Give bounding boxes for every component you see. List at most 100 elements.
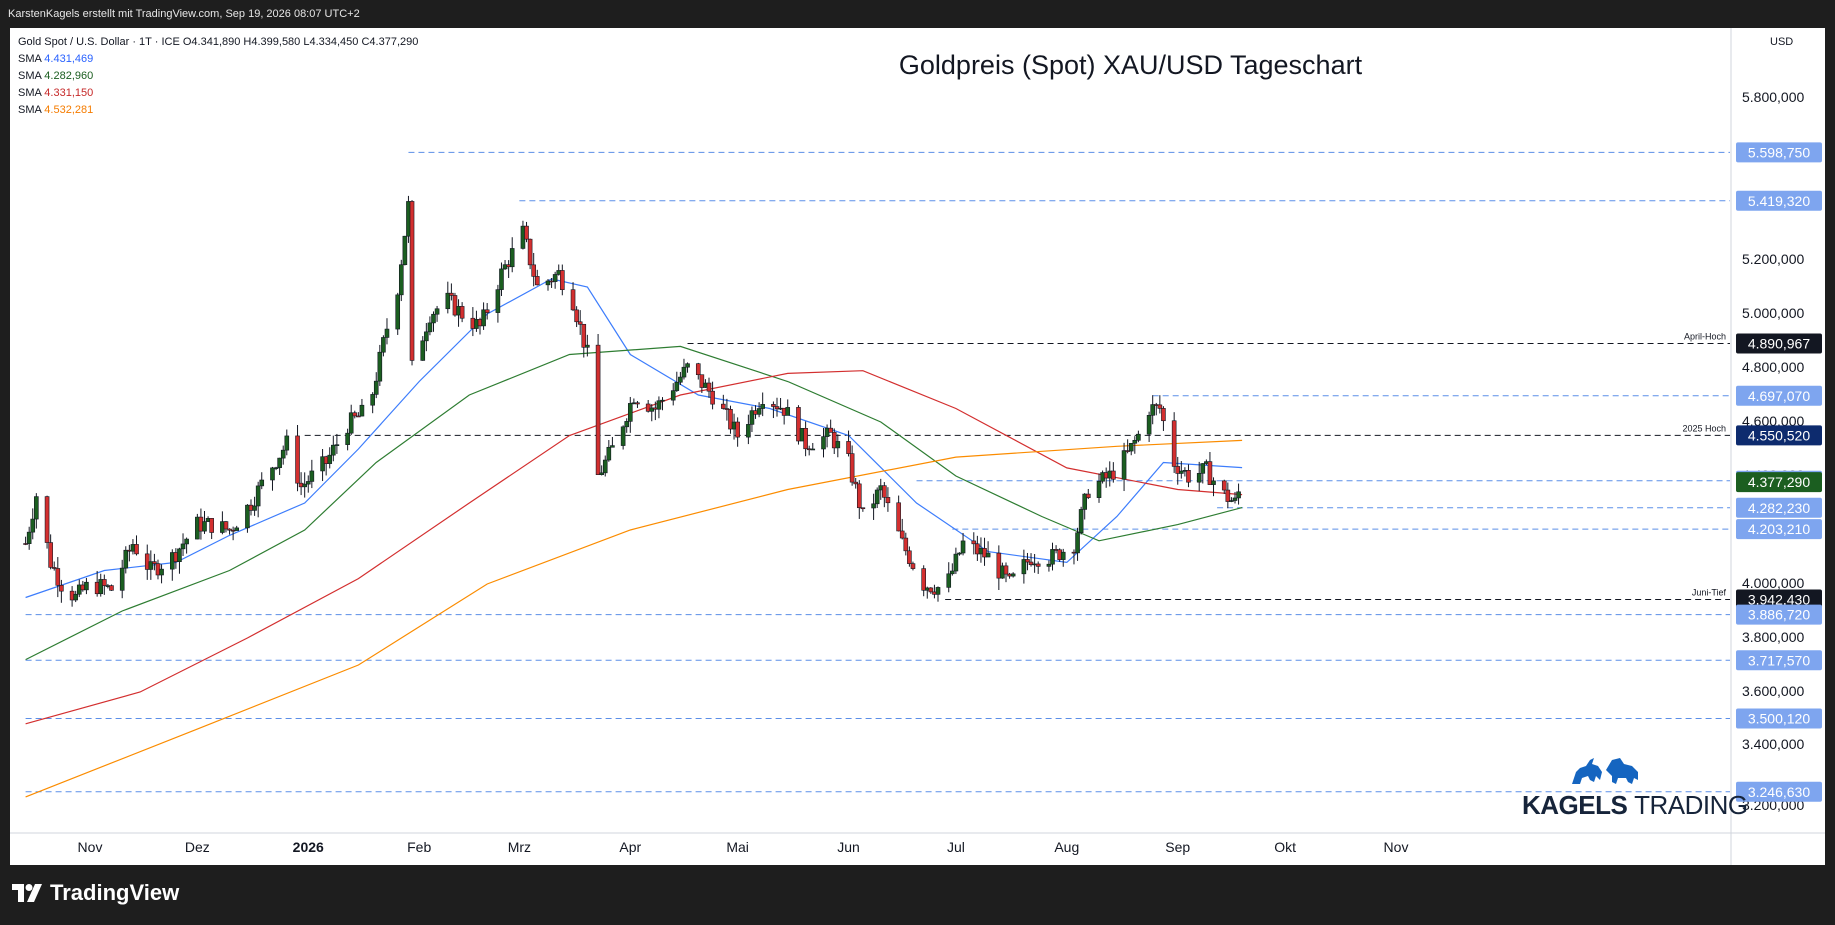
legend-symbol-row: Gold Spot / U.S. Dollar · 1T · ICE O4.34… xyxy=(18,34,418,51)
candle-body xyxy=(327,454,333,464)
y-tick-label: 5.800,000 xyxy=(1742,89,1804,105)
candle-body xyxy=(871,503,876,509)
tradingview-logo-text: TradingView xyxy=(50,880,180,905)
candle-body xyxy=(907,550,912,564)
candle-body xyxy=(649,407,655,412)
candle-body xyxy=(1175,466,1181,474)
candle-body xyxy=(581,323,587,348)
candle-body xyxy=(624,421,630,428)
candle-body xyxy=(874,489,880,505)
candle-body xyxy=(209,518,214,533)
candle-body xyxy=(1179,470,1184,474)
chart-frame[interactable] xyxy=(10,28,1825,865)
candle-body xyxy=(309,470,315,482)
candle-body xyxy=(695,363,701,376)
candle-body xyxy=(1085,493,1091,498)
candle-body xyxy=(1211,480,1216,485)
candle-body xyxy=(445,292,451,310)
candle-body xyxy=(660,399,665,402)
level-price-label-bg xyxy=(1736,781,1822,802)
brand-wordmark: KAGELS TRADING xyxy=(1522,790,1748,821)
candle-body xyxy=(509,248,515,268)
candle-body xyxy=(481,309,486,327)
candle-body xyxy=(1075,532,1080,554)
candle-body xyxy=(273,467,279,469)
candle-body xyxy=(1046,563,1052,567)
candle-body xyxy=(950,570,955,575)
candle-body xyxy=(699,374,705,388)
brand-word-bold: KAGELS xyxy=(1522,790,1628,820)
level-price-label-bg xyxy=(1736,708,1822,729)
candle-body xyxy=(1150,404,1155,416)
candle-body xyxy=(381,337,386,353)
sma-legend-row[interactable]: SMA 4.282,960 xyxy=(18,68,418,85)
bull-bear-icon xyxy=(1572,758,1638,784)
candle-body xyxy=(409,201,415,361)
candle-body xyxy=(1035,563,1041,567)
level-price-label: 3.886,720 xyxy=(1748,607,1810,623)
candle-body xyxy=(1121,450,1127,480)
candle-body xyxy=(284,435,290,451)
ohlc-l: L4.334,450 xyxy=(300,36,359,48)
sma-label: SMA xyxy=(18,87,45,99)
candle-body xyxy=(803,428,808,450)
candle-body xyxy=(1229,500,1234,502)
candle-body xyxy=(670,390,676,401)
candle-body xyxy=(846,441,851,454)
sma-legend-row[interactable]: SMA 4.532,281 xyxy=(18,102,418,119)
candle-body xyxy=(570,289,576,311)
candle-body xyxy=(48,542,53,568)
candle-body xyxy=(749,410,755,425)
x-tick-label: Nov xyxy=(1384,839,1409,855)
level-price-label-bg xyxy=(1736,190,1822,211)
candle-body xyxy=(1128,442,1134,452)
candle-body xyxy=(1146,415,1152,435)
symbol-label[interactable]: Gold Spot / U.S. Dollar · 1T · ICE xyxy=(18,36,180,48)
candle-body xyxy=(678,376,683,383)
candle-body xyxy=(334,444,340,446)
candle-body xyxy=(356,415,361,418)
candle-body xyxy=(746,424,751,438)
candle-body xyxy=(345,432,350,445)
candle-body xyxy=(985,552,991,558)
level-price-label: 5.419,320 xyxy=(1748,193,1810,209)
candle-body xyxy=(706,382,712,392)
ohlc-h: H4.399,580 xyxy=(240,36,301,48)
sma-label: SMA xyxy=(18,70,45,82)
candle-body xyxy=(377,351,383,382)
x-tick-label: Mai xyxy=(726,839,749,855)
x-tick-label: Jun xyxy=(837,839,860,855)
attribution-bar: KarstenKagels erstellt mit TradingView.c… xyxy=(0,0,1835,28)
candle-body xyxy=(635,402,640,405)
sma-value: 4.331,150 xyxy=(44,87,94,99)
candle-body xyxy=(796,407,801,442)
sma-legend-row[interactable]: SMA 4.331,150 xyxy=(18,85,418,102)
level-note: Juni-Tief xyxy=(1692,588,1727,598)
candle-body xyxy=(402,235,408,266)
candle-body xyxy=(434,308,440,315)
candle-body xyxy=(1111,470,1116,480)
candle-body xyxy=(1010,573,1016,577)
candle-body xyxy=(1225,489,1231,502)
candle-body xyxy=(484,309,490,313)
candle-body xyxy=(359,404,365,417)
y-tick-label: 5.000,000 xyxy=(1742,305,1804,321)
candle-body xyxy=(459,306,465,319)
sma-legend-row[interactable]: SMA 4.431,469 xyxy=(18,51,418,68)
level-price-label: 4.203,210 xyxy=(1748,521,1810,537)
candle-body xyxy=(1221,480,1227,491)
candle-body xyxy=(960,540,966,554)
level-price-label: 5.598,750 xyxy=(1748,144,1810,160)
level-price-label-bg xyxy=(1736,589,1822,610)
attribution-text: KarstenKagels erstellt mit TradingView.c… xyxy=(8,8,360,20)
tradingview-logo[interactable]: TradingView xyxy=(12,880,179,906)
candle-body xyxy=(51,567,57,569)
candle-body xyxy=(982,548,987,558)
candle-body xyxy=(119,567,125,591)
candle-body xyxy=(756,408,762,415)
candle-body xyxy=(785,407,791,416)
candle-body xyxy=(599,472,604,475)
candle-body xyxy=(1050,549,1055,565)
candle-body xyxy=(1157,404,1163,409)
